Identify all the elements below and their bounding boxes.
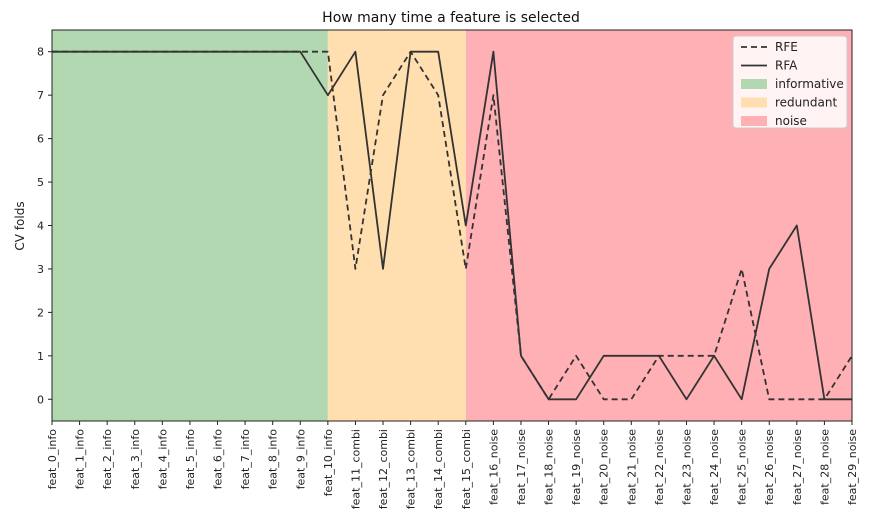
series-line-rfa [52,50,852,401]
legend-label-redundant: redundant [775,96,837,110]
region-group [52,30,852,421]
x-axis: feat_0_info feat_1_info feat_2_info feat_3_… [46,421,859,509]
x-tick-label: feat_29_noise [846,429,859,505]
x-tick-label: feat_1_info [74,429,87,490]
y-tick-label: 6 [37,133,44,146]
region-informative [52,30,328,421]
x-tick-label: feat_3_info [129,429,142,490]
y-tick-label: 4 [37,220,44,233]
x-tick-label: feat_9_info [294,429,307,490]
x-tick-label: feat_7_info [239,429,252,490]
x-tick-label: feat_19_noise [570,429,583,505]
y-tick-label: 1 [37,350,44,363]
x-tick-label: feat_28_noise [818,429,831,505]
x-tick-label: feat_10_info [322,429,335,497]
x-tick-label: feat_0_info [46,429,59,490]
legend-label-informative: informative [775,77,844,91]
region-redundant [327,30,466,421]
legend-label-rfe: RFE [775,40,798,54]
x-tick-label: feat_25_noise [736,429,749,505]
legend-swatch-redundant [741,97,767,108]
x-tick-label: feat_5_info [184,429,197,490]
legend-swatch-noise [741,116,767,126]
x-tick-label: feat_11_combi [349,429,362,509]
y-tick-label: 8 [37,46,44,59]
x-tick-label: feat_6_info [212,429,225,490]
x-tick-label: feat_14_combi [432,429,445,509]
x-tick-label: feat_27_noise [791,429,804,505]
y-tick-label: 5 [37,176,44,189]
legend-label-noise: noise [775,114,807,128]
y-axis-label: CV folds [13,201,27,250]
x-tick-label: feat_15_combi [460,429,473,509]
x-tick-label: feat_17_noise [515,429,528,505]
legend-swatch-informative [741,79,767,89]
y-tick-label: 3 [37,263,44,276]
legend-label-rfa: RFA [775,59,798,73]
x-tick-label: feat_22_noise [653,429,666,505]
x-tick-label: feat_16_noise [487,429,500,505]
series-group [52,50,853,401]
y-tick-label: 7 [37,89,44,102]
y-axis: 0 1 2 3 4 5 6 7 8 [37,46,52,406]
legend: RFE RFA informative redundant noise [732,35,848,129]
y-tick-label: 2 [37,306,44,319]
x-tick-label: feat_2_info [101,429,114,490]
x-tick-label: feat_8_info [267,429,280,490]
x-tick-label: feat_26_noise [763,429,776,505]
x-tick-label: feat_24_noise [708,429,721,505]
x-tick-label: feat_13_combi [405,429,418,509]
chart-title: How many time a feature is selected [322,10,580,26]
y-tick-label: 0 [37,393,44,406]
x-tick-label: feat_23_noise [680,429,693,505]
x-tick-label: feat_4_info [156,429,169,490]
x-tick-label: feat_12_combi [377,429,390,509]
x-tick-label: feat_21_noise [625,429,638,505]
x-tick-label: feat_18_noise [543,429,556,505]
x-tick-label: feat_20_noise [598,429,611,505]
